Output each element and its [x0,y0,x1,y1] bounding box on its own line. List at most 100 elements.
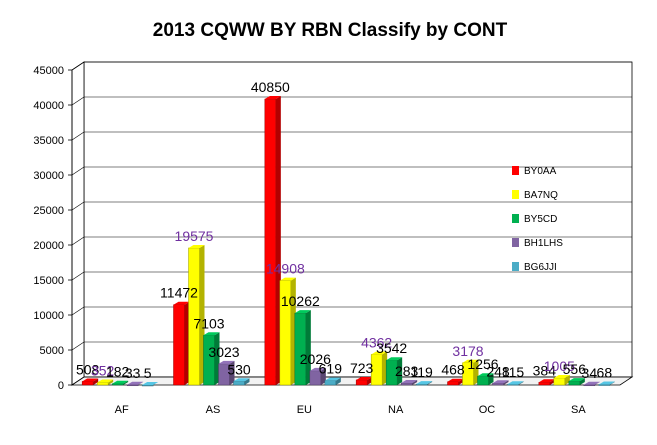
bar-side [503,380,509,385]
bar-top [82,378,99,382]
bar-top [416,381,433,385]
legend-label: BA7NQ [524,190,558,201]
y-tick-label: 15000 [33,275,64,287]
bar-top [371,351,388,355]
gridline-side [71,271,85,281]
y-axis: 0 5000 10000 15000 20000 25000 30000 35000 40000… [33,65,73,392]
bar-side [229,360,235,385]
bar-by5cd-af [111,383,124,386]
data-label: 68 [597,365,613,381]
legend-swatch-by5cd [512,214,519,223]
bar-by5cd-sa [568,380,581,386]
legend-label: BH1LHS [524,238,563,249]
data-label: 182 [106,364,130,380]
bar-by0aa-sa [538,382,551,386]
x-tick-label: OC [479,404,496,416]
data-label: 5 [144,365,152,381]
data-label: 1005 [544,358,575,374]
bar-side [244,378,250,385]
gridline-side [71,166,85,176]
bar-bh1lhs-af [126,384,139,387]
data-label: 3178 [452,343,483,359]
bars [81,96,615,387]
x-tick-label: NA [388,404,404,416]
legend: BY0AA BA7NQ BY5CD BH1LHS BG6JJI [512,166,563,273]
x-tick-label: SA [571,404,586,416]
data-label: 508 [76,361,100,377]
bar-top [218,360,235,364]
gridline-side [71,61,85,71]
bar-bh1lhs-oc [492,383,504,386]
bar-top [188,244,205,248]
bar-top [477,373,494,377]
data-label: 248 [486,363,510,379]
bar-side [123,380,129,385]
data-label: 384 [533,362,557,378]
bar-ba7nq-sa [553,377,566,386]
bar-top [447,378,464,382]
data-label: 530 [227,361,251,377]
bar-top [112,380,129,384]
data-label: 33 [125,365,141,381]
bar-by0aa-oc [447,381,459,386]
data-label: 352 [91,363,115,379]
bar-top [233,378,250,382]
bar-side [305,310,311,385]
bar-side [335,377,341,385]
x-axis: AF AS EU NA OC SA [115,404,587,416]
x-tick-label: EU [297,404,312,416]
bar-bh1lhs-na [400,382,413,386]
data-label: 40850 [251,79,290,95]
legend-label: BG6JJI [524,262,557,273]
bar-bg6jji-eu [324,380,337,386]
x-tick-label: AF [115,404,129,416]
data-label: 11472 [160,285,198,301]
bar-side [488,373,494,385]
bar-top [294,310,311,314]
bar-top [507,381,524,385]
data-label: 723 [350,360,374,376]
data-label: 3542 [376,340,407,356]
bar-top [203,332,220,336]
side-wall [71,61,85,386]
data-label: 115 [502,364,525,380]
data-label: 3023 [208,344,239,360]
y-tick-label: 0 [58,380,64,392]
bar-top [598,381,615,385]
bar-top [401,380,418,384]
bar-by5cd-eu [294,312,307,386]
bar-top [173,301,190,305]
bar-by0aa-na [355,379,368,386]
data-label: 34 [582,365,598,381]
y-tick-label: 40000 [33,100,64,112]
bar-side [427,381,433,385]
bar-top [309,367,326,371]
y-tick-label: 45000 [33,65,64,77]
data-label: 556 [563,361,587,377]
y-tick-label: 30000 [33,170,64,182]
bar-side [579,378,585,385]
bar-side [138,381,144,385]
bar-bh1lhs-sa [583,384,596,387]
bar-top [127,381,144,385]
bar-top [583,381,600,385]
legend-label: BY0AA [524,166,557,177]
gridline-side [71,131,85,141]
bar-top [568,378,585,382]
y-tick-label: 10000 [33,310,64,322]
chart-title: 2013 CQWW BY RBN Classify by CONT [153,20,508,41]
bar-top [553,374,570,378]
bar-side [108,379,114,385]
bar-top [97,379,114,383]
bar-side [594,381,600,385]
bar-bg6jji-na [415,383,428,386]
data-label: 10262 [281,293,320,309]
bar-bg6jji-as [233,381,245,386]
x-tick-label: AS [206,404,221,416]
data-label: 14908 [266,261,305,277]
gridline-side [71,96,85,106]
data-label: 1256 [467,356,498,372]
gridline-side [71,236,85,246]
bar-top [279,277,296,281]
bar-by0aa-as [173,304,185,386]
